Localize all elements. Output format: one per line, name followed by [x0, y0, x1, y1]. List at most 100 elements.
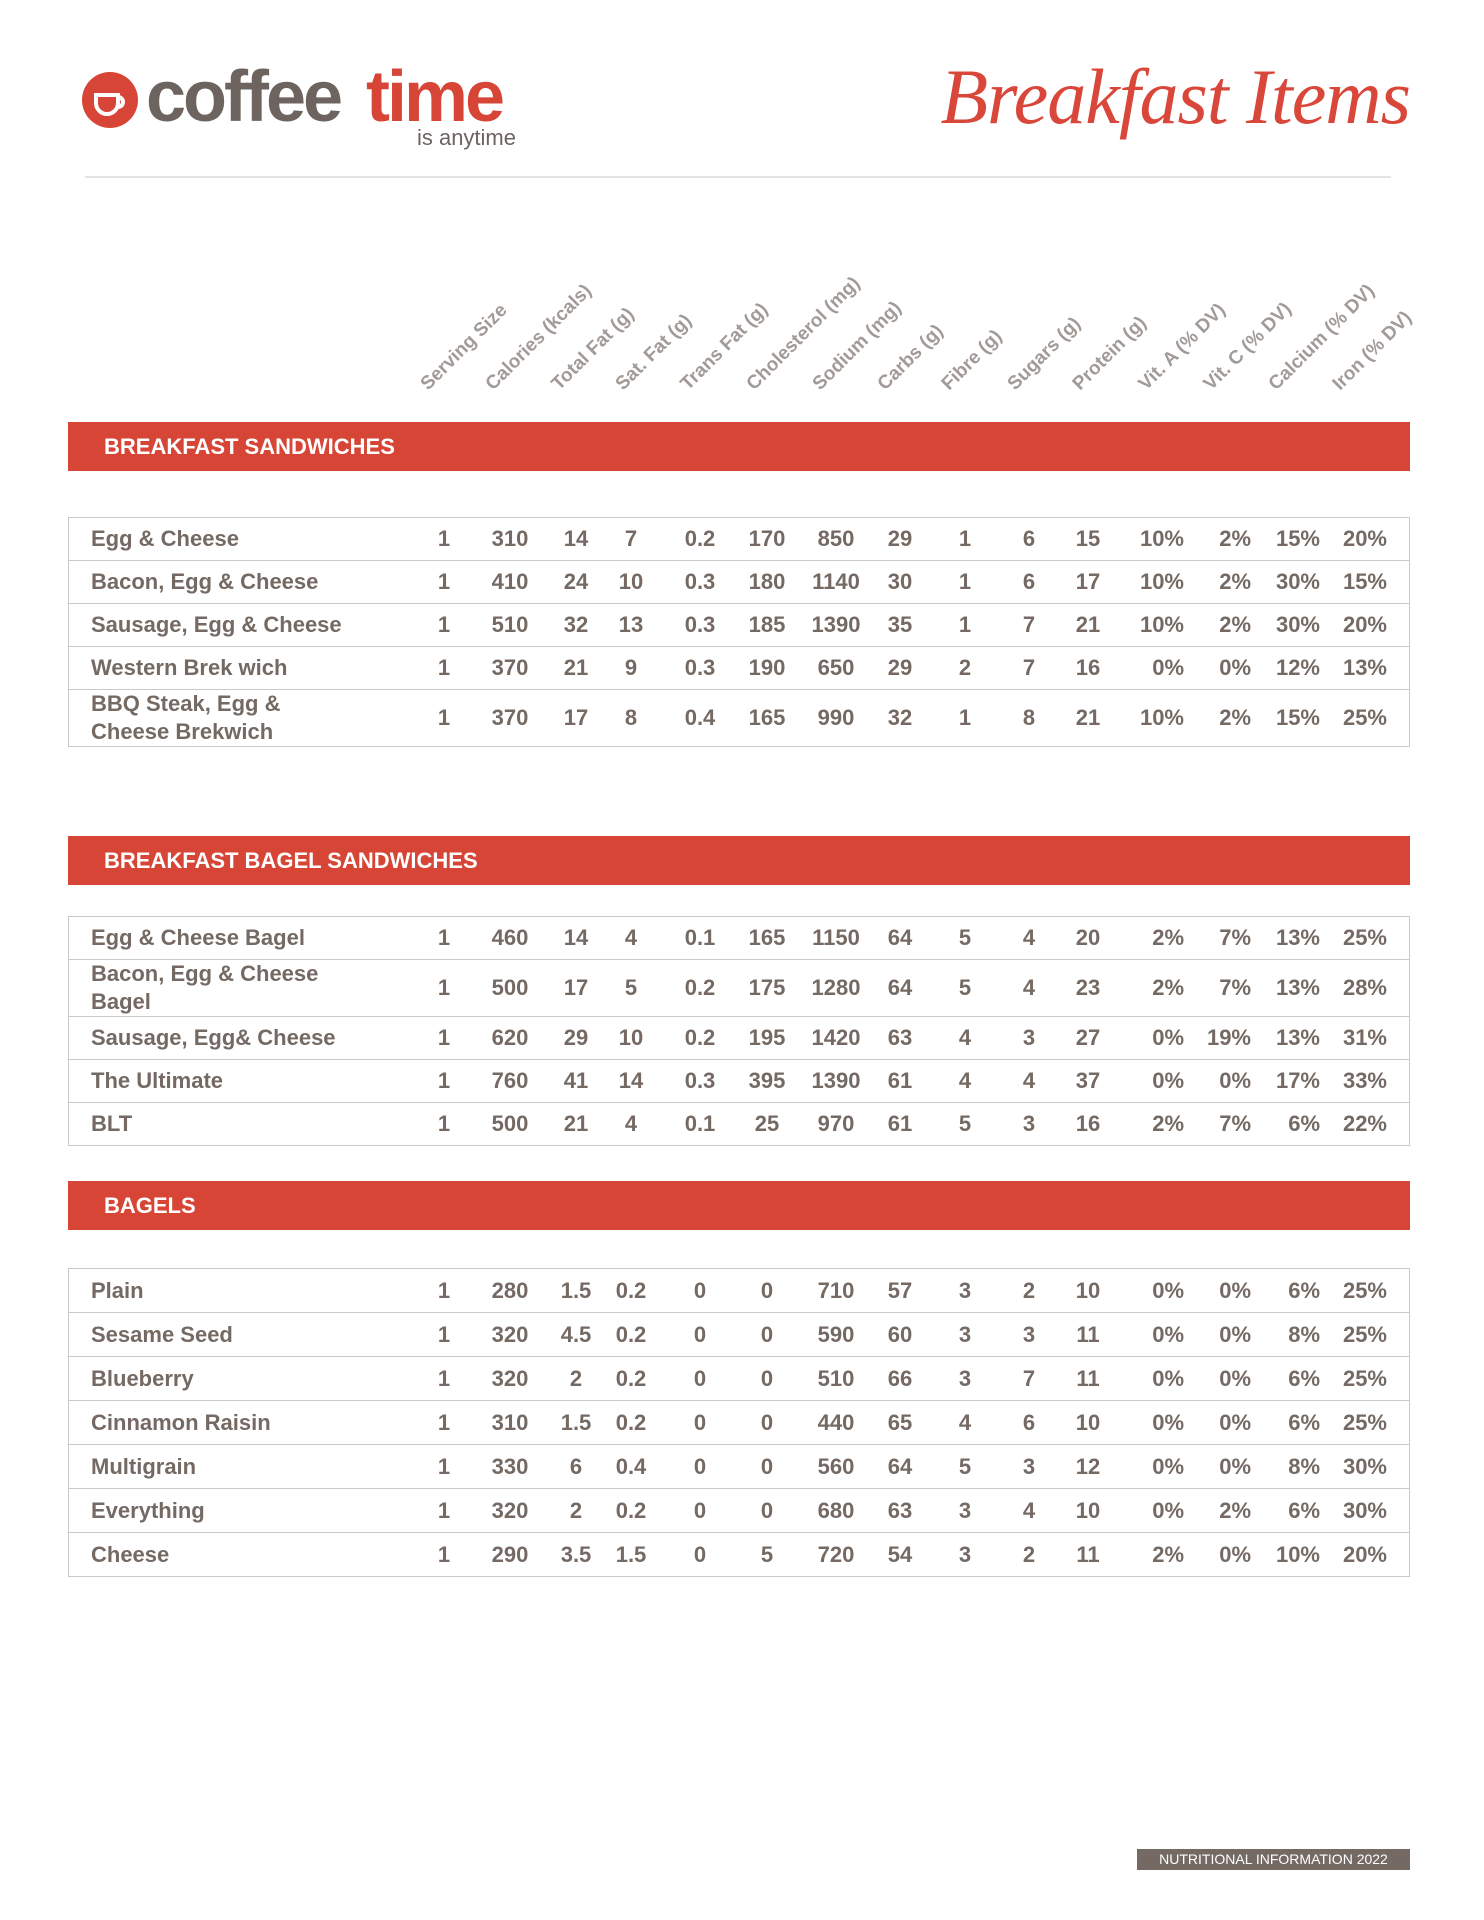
cell-value: 0 — [693, 1497, 707, 1523]
cell-value: 0% — [1152, 1321, 1184, 1347]
item-name: BLT — [91, 1111, 133, 1136]
table-row: BBQ Steak, Egg & Cheese Brekwich 1 370 17 8 0… — [69, 689, 1409, 746]
cell-value: 6% — [1288, 1277, 1320, 1303]
cell-value: 395 — [748, 1068, 786, 1093]
cell-value: 180 — [748, 569, 786, 594]
cell-value: 0.3 — [684, 569, 716, 594]
cell-value: 25% — [1342, 1365, 1387, 1391]
cell-value: 6 — [1022, 526, 1036, 551]
cell-value: 20% — [1342, 612, 1387, 637]
cell-value: 25% — [1342, 1321, 1387, 1347]
cell-value: 20% — [1342, 1541, 1387, 1567]
cell-value: 0 — [760, 1497, 774, 1523]
cell-value: 60 — [887, 1321, 913, 1347]
cell-value: 10 — [618, 569, 644, 594]
cell-value: 15% — [1342, 569, 1387, 594]
cell-value: 57 — [887, 1277, 913, 1303]
item-name: Multigrain — [91, 1453, 197, 1479]
cell-value: 10 — [1075, 1409, 1101, 1435]
cell-value: 1 — [437, 1409, 451, 1435]
cell-value: 22% — [1342, 1111, 1387, 1136]
logo-word: coffee — [146, 57, 341, 137]
cell-value: 1 — [437, 1321, 451, 1347]
cell-value: 29 — [887, 655, 913, 680]
cell-value: 0.4 — [684, 705, 716, 730]
cell-value: 10% — [1139, 569, 1184, 594]
cell-value: 970 — [817, 1111, 855, 1136]
cell-value: 410 — [491, 569, 529, 594]
cell-value: 21 — [563, 655, 589, 680]
cell-value: 3 — [1022, 1025, 1036, 1050]
cell-value: 6% — [1288, 1365, 1320, 1391]
item-name: Bacon, Egg & Cheese — [91, 569, 319, 594]
cell-value: 2% — [1219, 612, 1251, 637]
cell-value: 0% — [1219, 1068, 1251, 1093]
cell-value: 29 — [563, 1025, 589, 1050]
cell-value: 41 — [563, 1068, 589, 1093]
cell-value: 0% — [1219, 1365, 1251, 1391]
cell-value: 17% — [1275, 1068, 1320, 1093]
cell-value: 5 — [624, 975, 638, 1000]
cell-value: 0% — [1152, 1409, 1184, 1435]
cell-value: 5 — [760, 1541, 774, 1567]
cell-value: 0% — [1152, 655, 1184, 680]
cell-value: 33% — [1342, 1068, 1387, 1093]
item-name: Cheese — [91, 1541, 170, 1567]
cell-value: 0% — [1219, 1277, 1251, 1303]
cell-value: 0.2 — [615, 1277, 647, 1303]
table: Egg & Cheese Bagel 1 460 14 4 0.1 165 1150 64 5 4 2… — [68, 916, 1410, 1146]
cell-value: 24 — [563, 569, 589, 594]
cell-value: 6% — [1288, 1111, 1320, 1136]
table-row: Sausage, Egg& Cheese 1 620 29 10 0.2 195 1420 63… — [69, 1016, 1409, 1059]
cell-value: 25% — [1342, 705, 1387, 730]
cell-value: 6 — [569, 1453, 583, 1479]
cell-value: 680 — [817, 1497, 855, 1523]
cell-value: 0 — [760, 1365, 774, 1391]
cell-value: 20% — [1342, 526, 1387, 551]
item-name: Bacon, Egg & Cheese Bagel — [91, 961, 319, 1014]
cell-value: 590 — [817, 1321, 855, 1347]
cell-value: 0% — [1219, 1321, 1251, 1347]
cell-value: 25 — [754, 1111, 780, 1136]
cell-value: 0.1 — [684, 1111, 716, 1136]
cell-value: 13% — [1275, 975, 1320, 1000]
cell-value: 13% — [1275, 1025, 1320, 1050]
cell-value: 11 — [1076, 1365, 1100, 1391]
cell-value: 1 — [437, 1453, 451, 1479]
cell-value: 850 — [817, 526, 855, 551]
cell-value: 2 — [569, 1497, 583, 1523]
table: Plain 1 280 1.5 0.2 0 0 710 57 3 2 10 0% 0% 6% 25% Sesam… — [68, 1268, 1410, 1577]
cell-value: 5 — [958, 975, 972, 1000]
cell-value: 1150 — [812, 925, 860, 950]
cell-value: 13 — [618, 612, 644, 637]
cell-value: 0 — [693, 1541, 707, 1567]
cell-value: 32 — [563, 612, 589, 637]
cell-value: 1.5 — [615, 1541, 647, 1567]
table-row: The Ultimate 1 760 41 14 0.3 395 1390 61 4 4 37 0% 0%… — [69, 1059, 1409, 1102]
cell-value: 0.2 — [615, 1321, 647, 1347]
cell-value: 7 — [1022, 1365, 1036, 1391]
cell-value: 64 — [887, 925, 913, 950]
section: BAGELS Plain 1 280 1.5 0.2 0 0 710 57 3 2 10 0% 0% 6% 25… — [68, 1181, 1410, 1577]
cell-value: 5 — [958, 1453, 972, 1479]
table-row: Everything 1 320 2 0.2 0 0 680 63 3 4 10 0% 2% 6% 30% — [69, 1488, 1409, 1532]
cell-value: 170 — [748, 526, 786, 551]
cell-value: 0 — [760, 1409, 774, 1435]
cell-value: 0 — [760, 1321, 774, 1347]
cell-value: 510 — [817, 1365, 855, 1391]
cell-value: 2 — [569, 1365, 583, 1391]
cell-value: 0% — [1152, 1025, 1184, 1050]
item-name: Sausage, Egg & Cheese — [91, 612, 342, 637]
cell-value: 1.5 — [560, 1409, 592, 1435]
cell-value: 30 — [887, 569, 913, 594]
cell-value: 1 — [437, 1068, 451, 1093]
cell-value: 0 — [760, 1453, 774, 1479]
cell-value: 330 — [491, 1453, 529, 1479]
cell-value: 27 — [1075, 1025, 1101, 1050]
cell-value: 1 — [958, 612, 972, 637]
cell-value: 310 — [491, 526, 529, 551]
cell-value: 30% — [1342, 1453, 1387, 1479]
logo-word: time — [366, 57, 503, 137]
cell-value: 0.2 — [684, 975, 716, 1000]
cell-value: 2% — [1152, 1541, 1184, 1567]
